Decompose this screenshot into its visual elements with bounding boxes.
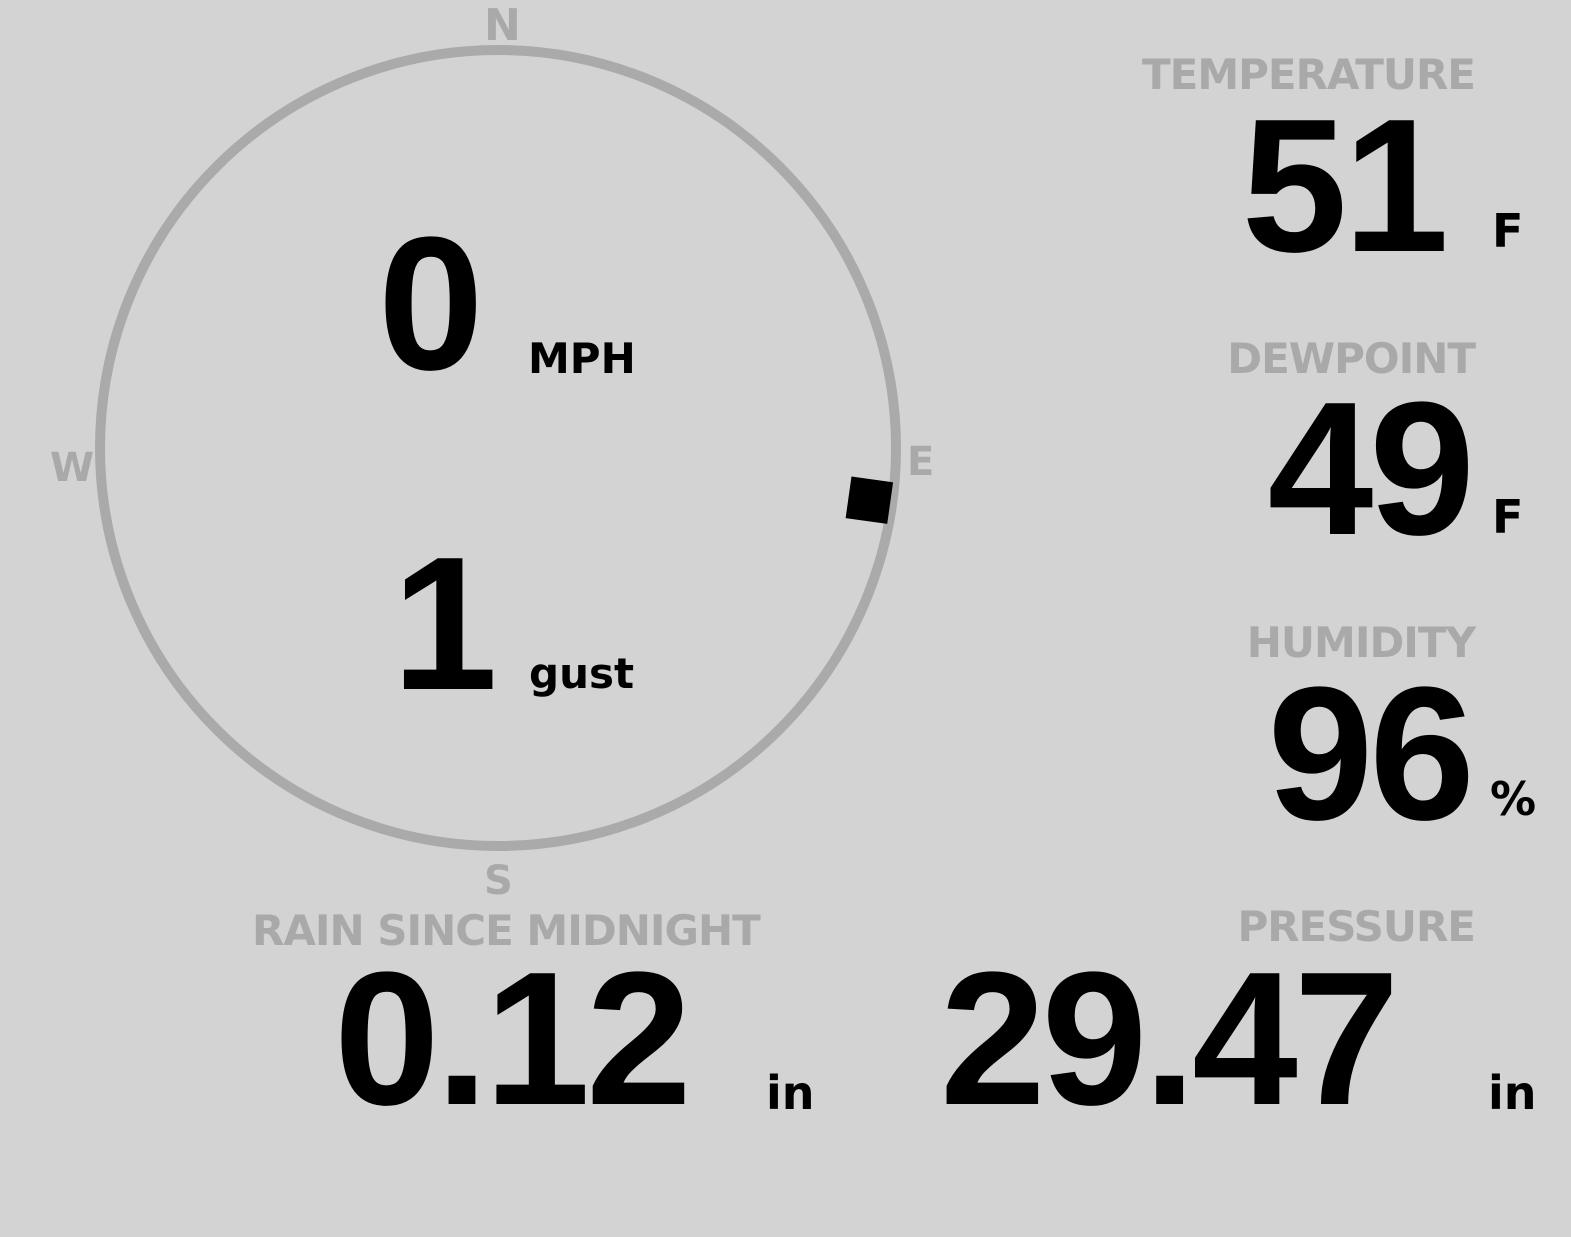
dewpoint-label: DEWPOINT [1227,334,1476,383]
wind-gust-value: 1 [392,518,498,730]
dewpoint-unit: F [1492,490,1524,544]
pressure-label: PRESSURE [1237,902,1476,951]
temperature-unit: F [1492,204,1524,258]
compass-ring [95,45,901,851]
cardinal-e: E [907,439,935,485]
pressure-value: 29.47 [940,933,1399,1145]
temperature-value: 51 [1241,80,1449,292]
wind-speed-unit: MPH [528,334,636,383]
temperature-label: TEMPERATURE [1142,50,1476,99]
rain-unit: in [766,1066,815,1120]
dewpoint-value: 49 [1267,363,1475,575]
wind-direction-marker [845,476,894,524]
cardinal-w: W [50,445,95,491]
humidity-unit: % [1490,772,1537,826]
rain-label: RAIN SINCE MIDNIGHT [252,906,761,955]
wind-gust-unit: gust [529,649,635,698]
humidity-label: HUMIDITY [1246,618,1476,667]
cardinal-n: N [484,0,521,51]
wind-compass [95,45,901,851]
wind-speed-value: 0 [378,198,484,410]
rain-value: 0.12 [334,933,692,1145]
cardinal-s: S [484,858,513,904]
humidity-value: 96 [1267,648,1475,860]
pressure-unit: in [1488,1066,1537,1120]
